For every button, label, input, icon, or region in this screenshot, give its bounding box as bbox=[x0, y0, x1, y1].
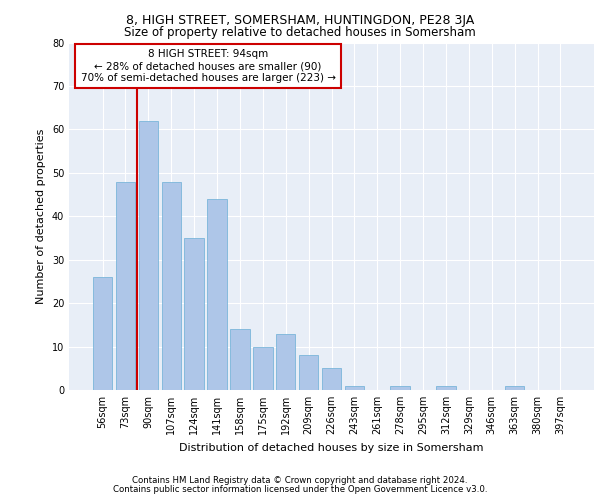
Bar bbox=[139, 120, 158, 390]
Bar bbox=[116, 182, 135, 390]
Bar bbox=[505, 386, 524, 390]
Text: Contains HM Land Registry data © Crown copyright and database right 2024.: Contains HM Land Registry data © Crown c… bbox=[132, 476, 468, 485]
Text: 8 HIGH STREET: 94sqm
← 28% of detached houses are smaller (90)
70% of semi-detac: 8 HIGH STREET: 94sqm ← 28% of detached h… bbox=[80, 50, 335, 82]
Text: Contains public sector information licensed under the Open Government Licence v3: Contains public sector information licen… bbox=[113, 484, 487, 494]
Bar bbox=[276, 334, 295, 390]
X-axis label: Distribution of detached houses by size in Somersham: Distribution of detached houses by size … bbox=[179, 442, 484, 452]
Bar bbox=[230, 329, 250, 390]
Text: 8, HIGH STREET, SOMERSHAM, HUNTINGDON, PE28 3JA: 8, HIGH STREET, SOMERSHAM, HUNTINGDON, P… bbox=[126, 14, 474, 27]
Bar bbox=[208, 199, 227, 390]
Bar bbox=[184, 238, 204, 390]
Bar bbox=[391, 386, 410, 390]
Bar bbox=[253, 346, 272, 390]
Bar bbox=[436, 386, 455, 390]
Bar bbox=[322, 368, 341, 390]
Bar bbox=[299, 355, 319, 390]
Y-axis label: Number of detached properties: Number of detached properties bbox=[36, 128, 46, 304]
Bar bbox=[161, 182, 181, 390]
Text: Size of property relative to detached houses in Somersham: Size of property relative to detached ho… bbox=[124, 26, 476, 39]
Bar bbox=[344, 386, 364, 390]
Bar bbox=[93, 277, 112, 390]
